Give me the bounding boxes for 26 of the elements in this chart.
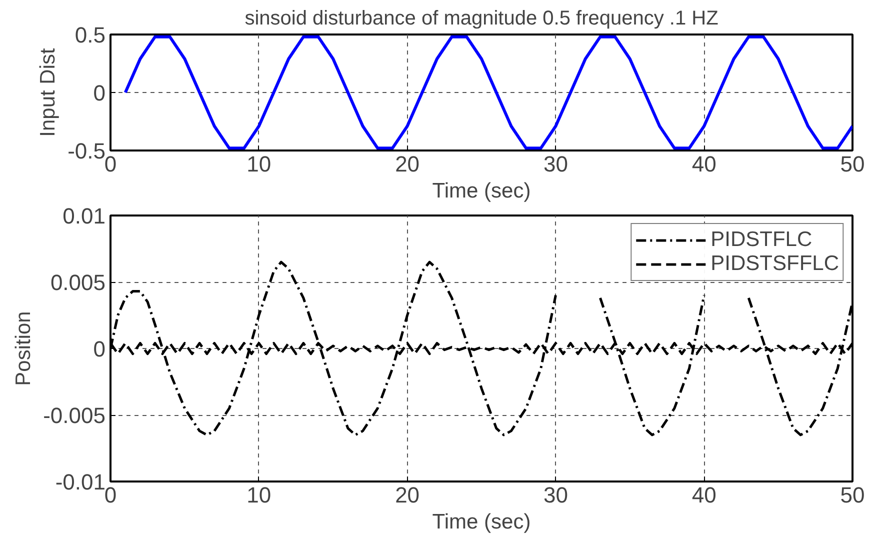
y-tick-label: -0.005 — [43, 403, 106, 428]
chart-title: sinsoid disturbance of magnitude 0.5 frequency .1 HZ — [244, 8, 718, 30]
legend-label: PIDSTFLC — [710, 228, 812, 252]
y-tick-label: 0.01 — [62, 204, 106, 228]
legend-label: PIDSTSFFLC — [710, 252, 839, 276]
x-tick-label: 30 — [543, 482, 568, 508]
x-tick-label: 50 — [840, 152, 865, 176]
x-tick-label: 50 — [840, 482, 865, 508]
line-series — [124, 35, 852, 150]
x-tick-label: 20 — [395, 482, 420, 508]
y-tick-label: 0.005 — [50, 270, 106, 295]
y-tick-label: 0.5 — [74, 22, 106, 48]
x-tick-label: 30 — [543, 152, 568, 176]
x-tick-label: 20 — [395, 152, 420, 176]
y-tick-label: 0 — [93, 80, 106, 106]
x-tick-label: 40 — [692, 152, 716, 176]
y-tick-label: 0 — [93, 336, 106, 362]
y-tick-label: -0.01 — [55, 470, 106, 494]
y-axis-title: Input Dist — [36, 48, 60, 137]
x-axis-title: Time (sec) — [432, 510, 531, 534]
x-tick-label: 40 — [692, 482, 716, 508]
x-tick-label: 10 — [246, 152, 272, 176]
y-axis-title: Position — [12, 311, 36, 386]
x-axis-title: Time (sec) — [432, 180, 531, 202]
y-tick-label: -0.5 — [68, 138, 106, 164]
x-tick-label: 10 — [246, 482, 272, 508]
